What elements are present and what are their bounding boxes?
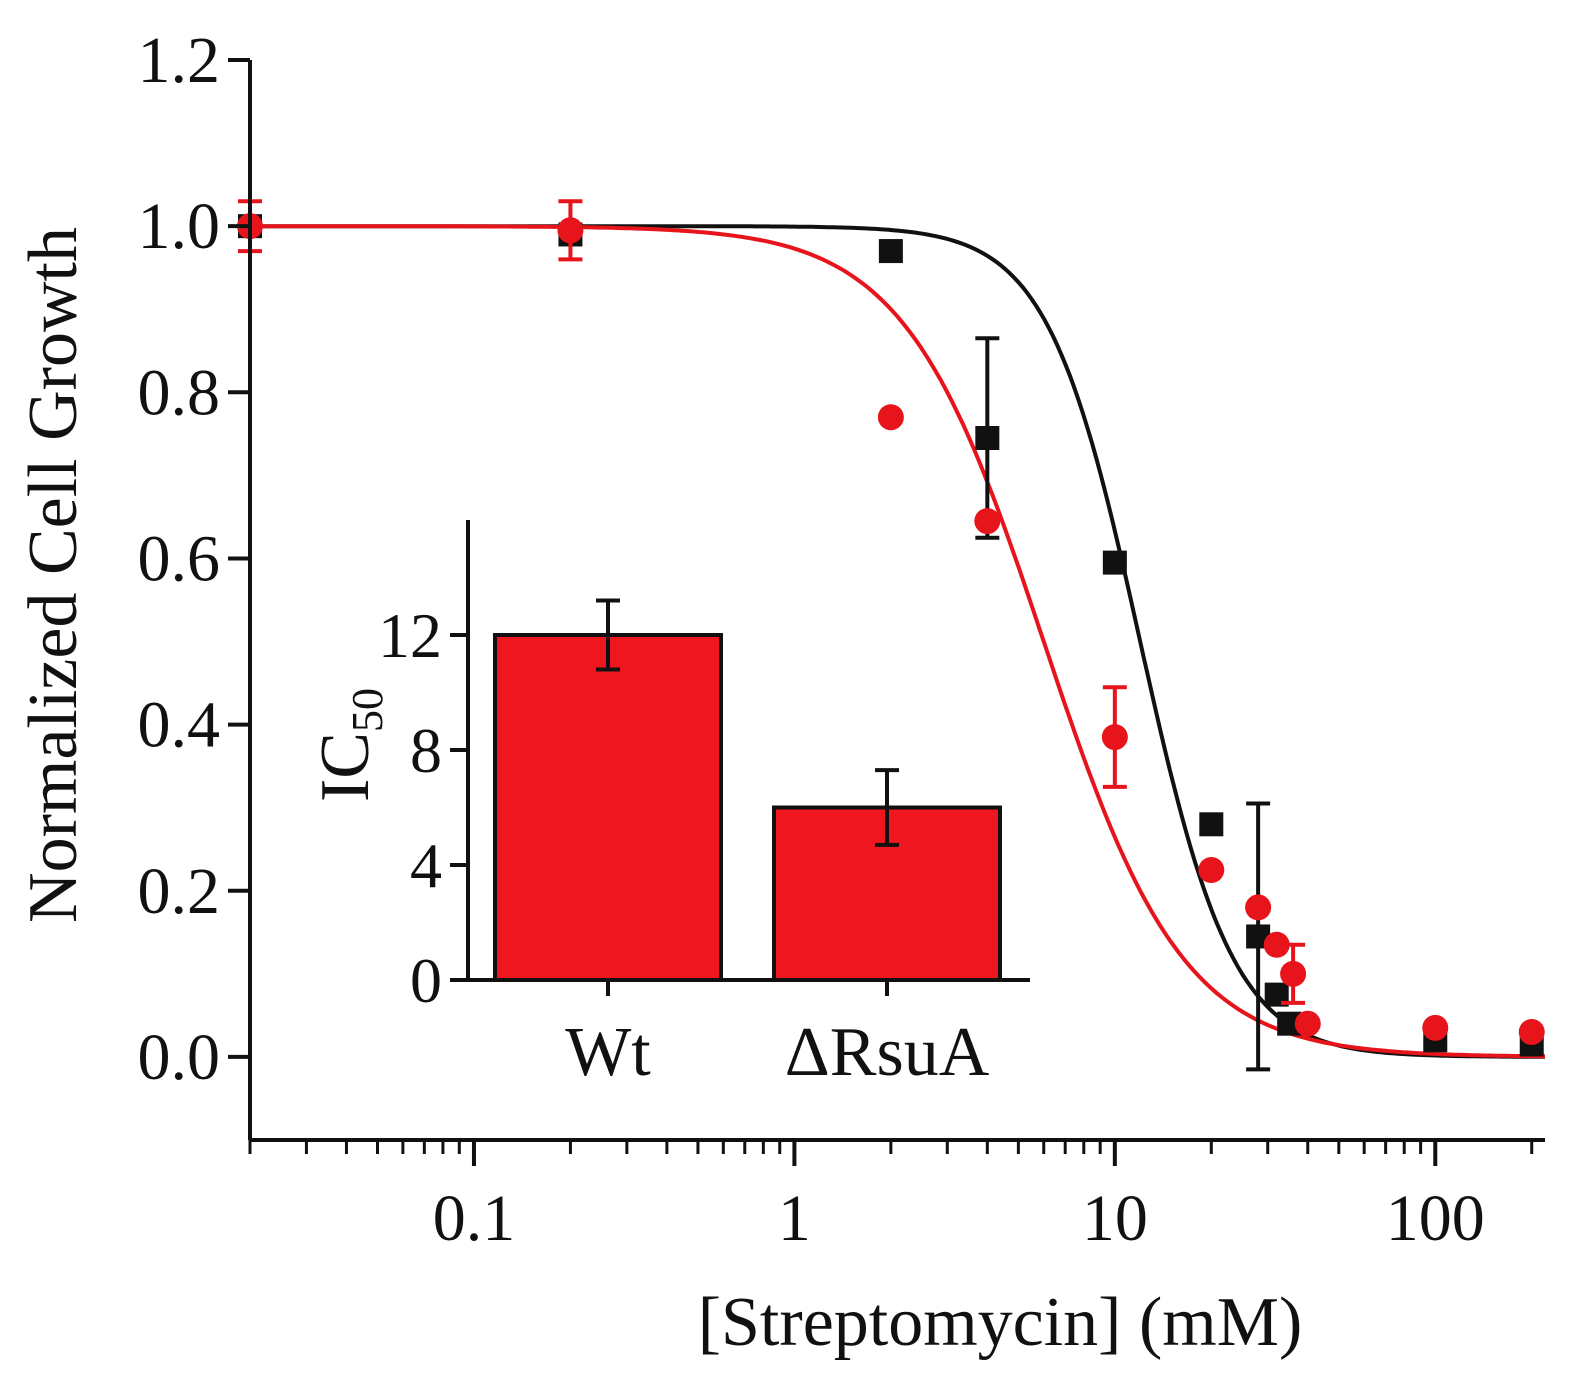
data-point-rsua: [1101, 724, 1128, 751]
inset-y-tick-label: 0: [410, 945, 442, 1016]
x-tick-label: 0.1: [433, 1182, 516, 1255]
inset-bars: [493, 598, 1002, 982]
inset-category-labels: Wt ΔRsuA: [565, 980, 990, 1091]
inset-y-tick-label: 4: [410, 830, 442, 901]
data-point-wt: [975, 426, 1000, 450]
data-point-rsua: [877, 404, 904, 431]
inset-y-ticks: 0 4 8 12: [378, 600, 468, 1016]
data-point-rsua: [1294, 1010, 1321, 1037]
inset-category-label: Wt: [565, 1014, 651, 1091]
x-tick-label: 100: [1386, 1182, 1485, 1255]
y-tick-label: 0.0: [138, 1021, 221, 1094]
data-point-rsua: [974, 508, 1001, 535]
y-tick-label: 0.6: [138, 522, 221, 595]
y-tick-label: 0.2: [138, 855, 221, 928]
data-point-rsua: [1280, 960, 1307, 987]
data-point-rsua: [1263, 931, 1290, 958]
y-ticks: 0.0 0.2 0.4 0.6 0.8 1.0 1.2: [138, 24, 250, 1094]
x-ticks: 0.1 1 10 100: [248, 1140, 1534, 1255]
data-point-wt: [878, 239, 903, 264]
main-axes: [248, 60, 1545, 1142]
data-point-rsua: [1245, 894, 1272, 921]
data-points: [237, 199, 1545, 1072]
data-point-rsua: [1422, 1014, 1449, 1041]
inset-y-title-main: IC: [307, 732, 384, 802]
x-tick-label: 10: [1082, 1182, 1148, 1255]
y-tick-label: 0.8: [138, 356, 221, 429]
main-plot: 0.0 0.2 0.4 0.6 0.8 1.0 1.2 0.1 1 10 100 Normaliz…: [15, 24, 1545, 1361]
data-point-rsua: [1518, 1019, 1545, 1045]
inset-y-tick-label: 8: [410, 715, 442, 786]
y-tick-label: 0.4: [138, 689, 221, 762]
inset-bar-chart: 0 4 8 12 Wt ΔRsuA IC50: [307, 520, 1030, 1091]
data-point-rsua: [557, 217, 584, 244]
data-point-wt: [1102, 550, 1127, 575]
inset-y-axis-title: IC50: [307, 688, 392, 802]
data-point-wt: [1199, 812, 1224, 837]
x-axis-title: [Streptomycin] (mM): [698, 1284, 1303, 1361]
x-tick-label: 1: [778, 1182, 811, 1255]
y-tick-label: 1.2: [138, 24, 221, 97]
y-tick-label: 1.0: [138, 190, 221, 263]
data-point-rsua: [1198, 857, 1225, 883]
inset-y-tick-label: 12: [378, 600, 442, 671]
fit-curves: [250, 224, 1545, 1059]
inset-y-title-subscript: 50: [343, 688, 392, 732]
y-axis-title: Normalized Cell Growth: [15, 227, 92, 923]
fit-curve-rsua: [250, 224, 1545, 1059]
inset-bar: [493, 633, 723, 982]
inset-category-label: ΔRsuA: [785, 1014, 990, 1091]
